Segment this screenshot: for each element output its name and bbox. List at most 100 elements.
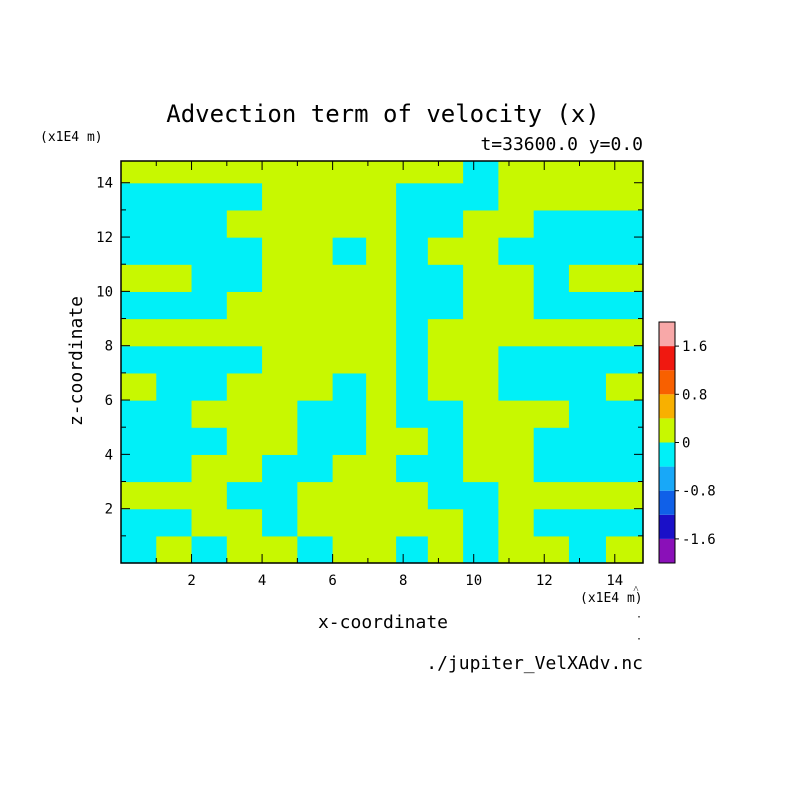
heatmap-cell <box>191 400 228 428</box>
colorbar-swatch <box>659 514 675 539</box>
heatmap-cell <box>226 345 263 374</box>
heatmap-cell <box>463 182 499 211</box>
heatmap-cell <box>332 291 367 320</box>
heatmap-cell <box>226 400 263 428</box>
colorbar-swatch <box>659 466 675 491</box>
heatmap-cell <box>427 318 464 347</box>
heatmap-cell <box>498 481 535 510</box>
heatmap-cell <box>332 400 367 428</box>
heatmap-cell <box>427 182 464 211</box>
heatmap-cell <box>533 427 570 455</box>
heatmap-cell <box>533 508 570 537</box>
heatmap-cell <box>396 427 429 455</box>
heatmap-cell <box>121 161 157 184</box>
heatmap-cell <box>156 161 193 184</box>
heatmap-cell <box>121 318 157 347</box>
y-axis-label: z-coordinate <box>66 296 87 426</box>
heatmap-cell <box>498 209 535 238</box>
colorbar-label: 0.8 <box>682 387 707 403</box>
heatmap-cell <box>533 481 570 510</box>
heatmap-plot-area <box>120 160 644 564</box>
heatmap-cell <box>427 400 464 428</box>
heatmap-cell <box>297 209 334 238</box>
heatmap-cell <box>568 209 607 238</box>
heatmap-cell <box>463 264 499 292</box>
x-tick-label: 2 <box>187 573 195 589</box>
heatmap-cell <box>463 508 499 537</box>
heatmap-cell <box>156 318 193 347</box>
heatmap-cell <box>262 535 298 564</box>
chart-title: Advection term of velocity (x) <box>166 100 599 128</box>
heatmap-cell <box>297 264 334 292</box>
heatmap-cell <box>396 161 429 184</box>
heatmap-cell <box>498 237 535 265</box>
heatmap-cell <box>121 182 157 211</box>
heatmap-cell <box>463 209 499 238</box>
heatmap-cell <box>191 318 228 347</box>
y-tick-label: 14 <box>96 176 113 192</box>
heatmap-cell <box>262 481 298 510</box>
heatmap-cell <box>463 237 499 265</box>
heatmap-cell <box>498 345 535 374</box>
heatmap-cell <box>605 427 644 455</box>
heatmap-cell <box>191 372 228 401</box>
heatmap-cell <box>605 318 644 347</box>
heatmap-cell <box>533 161 570 184</box>
x-axis-ticks: 2 4 6 8 10 12 14 <box>155 161 623 589</box>
heatmap-cell <box>605 400 644 428</box>
colorbar-swatch <box>659 538 675 563</box>
heatmap-cell <box>427 237 464 265</box>
heatmap-cell <box>396 508 429 537</box>
heatmap-cell <box>332 209 367 238</box>
heatmap-cell <box>396 400 429 428</box>
heatmap-cell <box>396 345 429 374</box>
heatmap-cell <box>226 454 263 483</box>
heatmap-cell <box>332 508 367 537</box>
heatmap-cell <box>121 209 157 238</box>
heatmap-cell <box>262 237 298 265</box>
heatmap-cell <box>605 454 644 483</box>
heatmap-cell <box>533 318 570 347</box>
heatmap-cell <box>396 481 429 510</box>
heatmap-cell <box>605 535 644 564</box>
heatmap-cell <box>396 372 429 401</box>
heatmap-cell <box>533 535 570 564</box>
heatmap-cell <box>568 237 607 265</box>
heatmap-cell <box>533 237 570 265</box>
heatmap-cell <box>191 427 228 455</box>
footer-filename: ./jupiter_VelXAdv.nc <box>426 653 643 674</box>
heatmap-cell <box>297 291 334 320</box>
heatmap-cell <box>297 454 334 483</box>
colorbar-label: 1.6 <box>682 339 707 355</box>
heatmap-cell <box>568 182 607 211</box>
heatmap-cell <box>262 454 298 483</box>
heatmap-cell <box>121 535 157 564</box>
heatmap-cell <box>191 454 228 483</box>
heatmap-cell <box>332 372 367 401</box>
heatmap-cell <box>226 372 263 401</box>
heatmap-cell <box>568 264 607 292</box>
heatmap-cell <box>332 161 367 184</box>
heatmap-cell <box>191 345 228 374</box>
heatmap-cell <box>332 182 367 211</box>
x-tick-label: 12 <box>536 573 553 589</box>
colorbar-swatch <box>659 370 675 395</box>
axis-arrow-mark: · <box>636 612 642 623</box>
heatmap-cell <box>191 508 228 537</box>
heatmap-cell <box>332 237 367 265</box>
x-tick-label: 10 <box>465 573 482 589</box>
heatmap-cell <box>498 372 535 401</box>
heatmap-cell <box>463 400 499 428</box>
colorbar-swatch <box>659 490 675 515</box>
heatmap-cell <box>226 209 263 238</box>
heatmap-cell <box>463 291 499 320</box>
heatmap-cell <box>427 427 464 455</box>
heatmap-cell <box>533 372 570 401</box>
x-tick-label: 6 <box>328 573 336 589</box>
heatmap-cell <box>226 318 263 347</box>
y-tick-label: 4 <box>105 447 113 463</box>
heatmap-cell <box>427 209 464 238</box>
heatmap-cell <box>498 508 535 537</box>
heatmap-cell <box>463 345 499 374</box>
